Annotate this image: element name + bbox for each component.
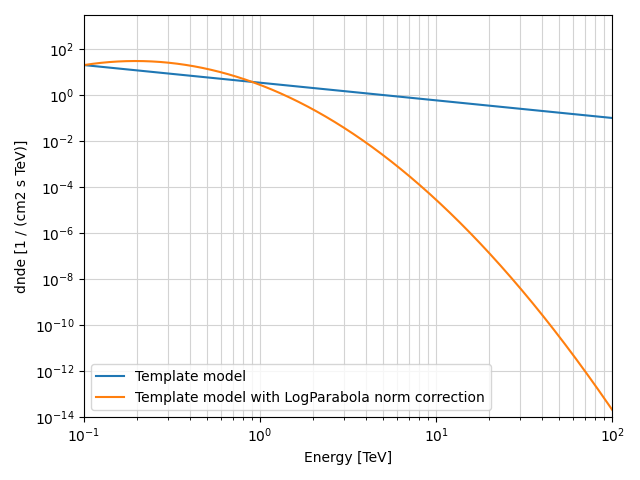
Template model [609, 115, 616, 121]
Template model with LogParabola norm correction [314, 109, 321, 115]
Y-axis label: dnde [1 / (cm2 s TeV)]: dnde [1 / (cm2 s TeV)] [15, 139, 29, 293]
Template model [134, 68, 141, 73]
Template model with LogParabola norm correction [493, 258, 500, 264]
Template model with LogParabola norm correction [609, 408, 616, 413]
Template model with LogParabola norm correction [80, 62, 88, 68]
Template model [492, 104, 500, 109]
Line: Template model: Template model [84, 65, 612, 118]
Line: Template model with LogParabola norm correction: Template model with LogParabola norm cor… [84, 61, 612, 410]
Template model with LogParabola norm correction [502, 269, 510, 275]
Template model [80, 62, 88, 68]
Template model with LogParabola norm correction [134, 58, 142, 64]
Template model with LogParabola norm correction [294, 99, 302, 105]
Template model [313, 85, 321, 91]
Legend: Template model, Template model with LogParabola norm correction: Template model, Template model with LogP… [91, 364, 491, 410]
Template model with LogParabola norm correction [131, 58, 139, 64]
Template model with LogParabola norm correction [444, 207, 451, 213]
Template model [443, 98, 451, 104]
Template model [502, 105, 509, 110]
X-axis label: Energy [TeV]: Energy [TeV] [304, 451, 392, 465]
Template model [294, 84, 301, 89]
